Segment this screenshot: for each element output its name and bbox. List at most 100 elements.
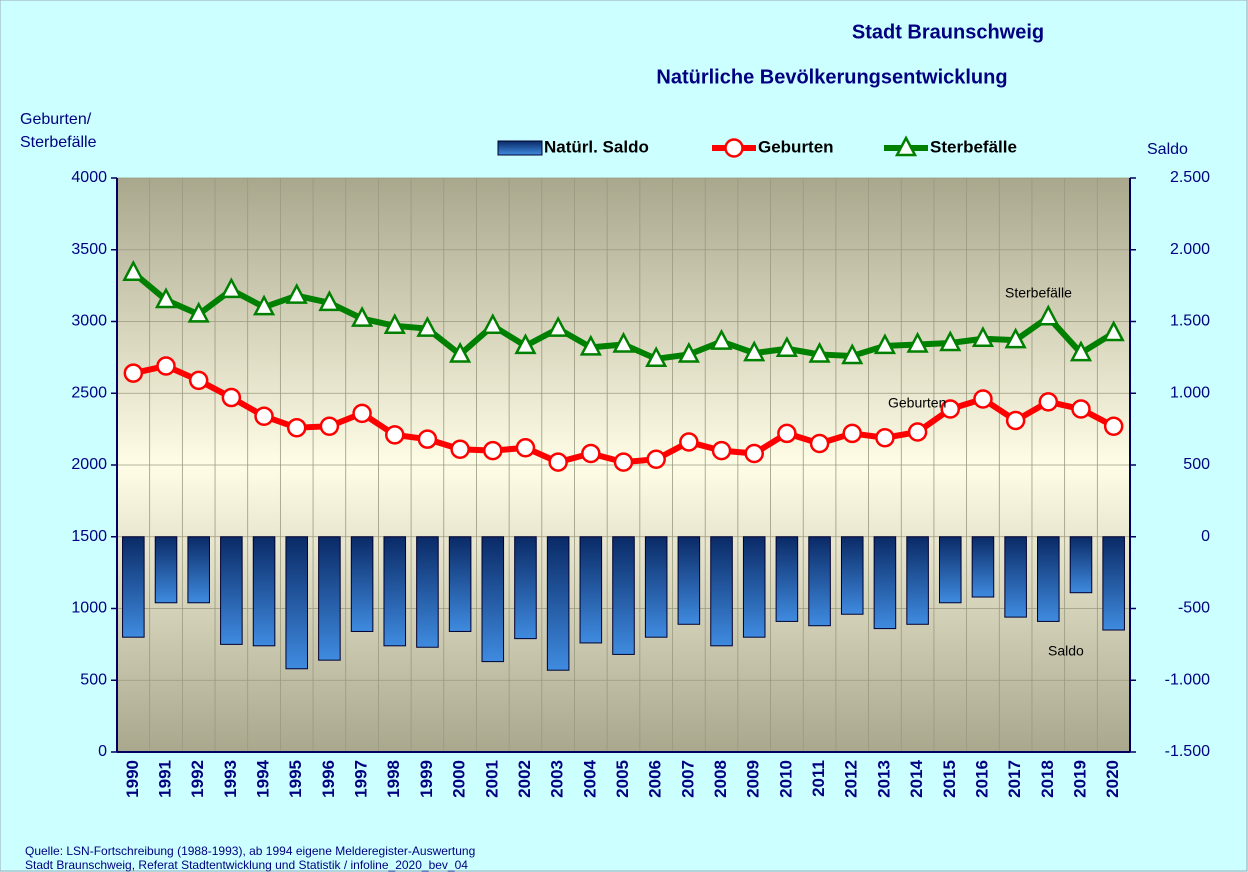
- y-tick-label: 3000: [71, 313, 107, 330]
- point: [156, 356, 176, 376]
- legend-marker: [724, 138, 744, 158]
- bar: [154, 536, 178, 604]
- y2-tick-label: -1.000: [1165, 671, 1210, 688]
- annotation: Geburten: [888, 395, 946, 411]
- point: [285, 282, 308, 304]
- point: [385, 425, 405, 445]
- point: [679, 432, 699, 452]
- bar: [122, 536, 145, 638]
- bar: [840, 536, 864, 615]
- point: [450, 439, 470, 459]
- y-tick-label: 1000: [71, 600, 107, 617]
- x-tick-label: 2020: [1103, 760, 1122, 798]
- annotation: Saldo: [1048, 643, 1084, 659]
- point: [1102, 320, 1125, 342]
- point: [743, 340, 766, 362]
- annotation: Sterbefälle: [1005, 285, 1072, 301]
- bar: [546, 536, 570, 671]
- point: [1069, 340, 1093, 362]
- bar: [1069, 536, 1093, 594]
- point: [841, 343, 864, 365]
- point: [252, 294, 276, 316]
- point: [710, 328, 733, 350]
- x-tick-label: 1993: [221, 760, 240, 798]
- point: [579, 334, 602, 356]
- point: [808, 341, 831, 363]
- y-axis-label: Sterbefälle: [20, 134, 97, 151]
- x-tick-label: 1990: [123, 760, 142, 798]
- bar: [1004, 536, 1027, 618]
- point: [416, 316, 439, 337]
- point: [548, 452, 568, 472]
- point: [188, 370, 209, 391]
- x-tick-label: 2007: [678, 760, 697, 798]
- bar: [187, 536, 210, 604]
- point: [1005, 410, 1026, 431]
- point: [875, 427, 895, 448]
- y2-tick-label: 1.500: [1170, 313, 1210, 330]
- point: [122, 260, 145, 281]
- legend-label: Geburten: [758, 137, 834, 156]
- point: [351, 305, 374, 327]
- point: [481, 313, 504, 335]
- bar: [220, 536, 243, 645]
- bar: [710, 536, 733, 647]
- point: [318, 290, 341, 312]
- point: [187, 301, 210, 323]
- x-tick-label: 1999: [417, 760, 436, 798]
- y-axis-label: Geburten/: [20, 111, 92, 128]
- y2-axis-label: Saldo: [1147, 141, 1188, 158]
- x-tick-label: 2002: [515, 760, 534, 798]
- bar: [873, 536, 897, 630]
- x-tick-label: 1992: [188, 760, 207, 798]
- x-tick-label: 2015: [940, 760, 959, 798]
- point: [449, 341, 472, 363]
- y-tick-label: 0: [98, 743, 107, 760]
- x-tick-label: 2008: [711, 760, 730, 798]
- x-tick-label: 2010: [776, 760, 795, 798]
- x-tick-label: 2005: [613, 760, 632, 798]
- point: [515, 438, 536, 458]
- point: [677, 341, 700, 363]
- point: [221, 387, 242, 408]
- x-tick-label: 2013: [874, 760, 893, 798]
- bar: [318, 536, 341, 661]
- x-tick-label: 2011: [809, 760, 828, 797]
- point: [842, 423, 862, 444]
- point: [154, 287, 178, 309]
- bar: [416, 536, 439, 648]
- x-tick-label: 2009: [744, 760, 763, 798]
- x-tick-label: 1995: [286, 760, 305, 798]
- point: [775, 336, 798, 358]
- point: [319, 416, 340, 437]
- y-tick-label: 1500: [71, 528, 107, 545]
- x-tick-label: 2017: [1005, 760, 1024, 798]
- chart-title: Stadt Braunschweig: [852, 21, 1044, 43]
- point: [939, 330, 962, 352]
- legend-marker: [894, 135, 918, 157]
- legend-swatch: [497, 140, 543, 156]
- point: [1071, 399, 1091, 419]
- bar: [448, 536, 472, 632]
- x-tick-label: 2004: [580, 759, 599, 797]
- bar: [481, 536, 505, 663]
- point: [514, 333, 537, 355]
- point: [1038, 392, 1059, 412]
- point: [612, 331, 635, 353]
- y2-tick-label: 2.000: [1170, 241, 1210, 258]
- bar: [1102, 536, 1125, 631]
- bar: [514, 536, 537, 640]
- y2-tick-label: 500: [1183, 456, 1210, 473]
- point: [1037, 304, 1060, 326]
- point: [483, 440, 503, 461]
- point: [123, 363, 144, 383]
- y2-tick-label: -1.500: [1165, 743, 1210, 760]
- x-tick-label: 1998: [384, 760, 403, 798]
- y2-tick-label: -500: [1178, 600, 1210, 617]
- point: [809, 433, 830, 454]
- point: [873, 333, 896, 355]
- x-tick-label: 1994: [254, 759, 273, 797]
- footnote: Quelle: LSN-Fortschreibung (1988-1993), …: [25, 844, 475, 858]
- x-tick-label: 1997: [352, 760, 371, 798]
